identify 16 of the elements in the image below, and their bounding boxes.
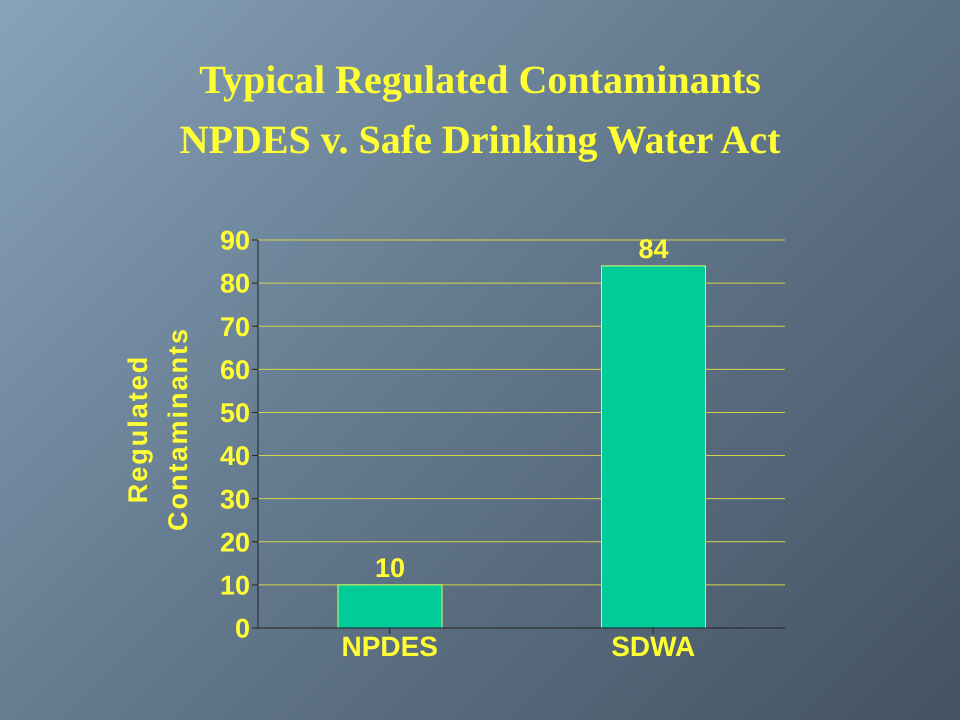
y-tick-label: 80: [220, 268, 250, 299]
x-tick-label: NPDES: [342, 630, 438, 662]
data-label: 10: [374, 552, 406, 583]
y-tick-label: 20: [220, 527, 250, 558]
y-tick-label: 50: [220, 398, 250, 428]
y-tick-label: 30: [220, 484, 250, 514]
y-tick-label: 70: [220, 312, 250, 342]
y-tick-label: 90: [220, 226, 250, 256]
x-tick-label: SDWA: [611, 630, 696, 662]
y-tick-label: 10: [220, 570, 250, 600]
y-axis-title: Regulated Contaminants: [123, 326, 193, 532]
y-tick-label: 0: [234, 614, 250, 644]
y-tick-label: 40: [220, 441, 250, 472]
chart-title: Typical Regulated Contaminants NPDES v. Safe Drinking Water Act: [178, 56, 782, 164]
data-label: 84: [638, 234, 669, 264]
y-tick-label: 60: [220, 354, 250, 385]
